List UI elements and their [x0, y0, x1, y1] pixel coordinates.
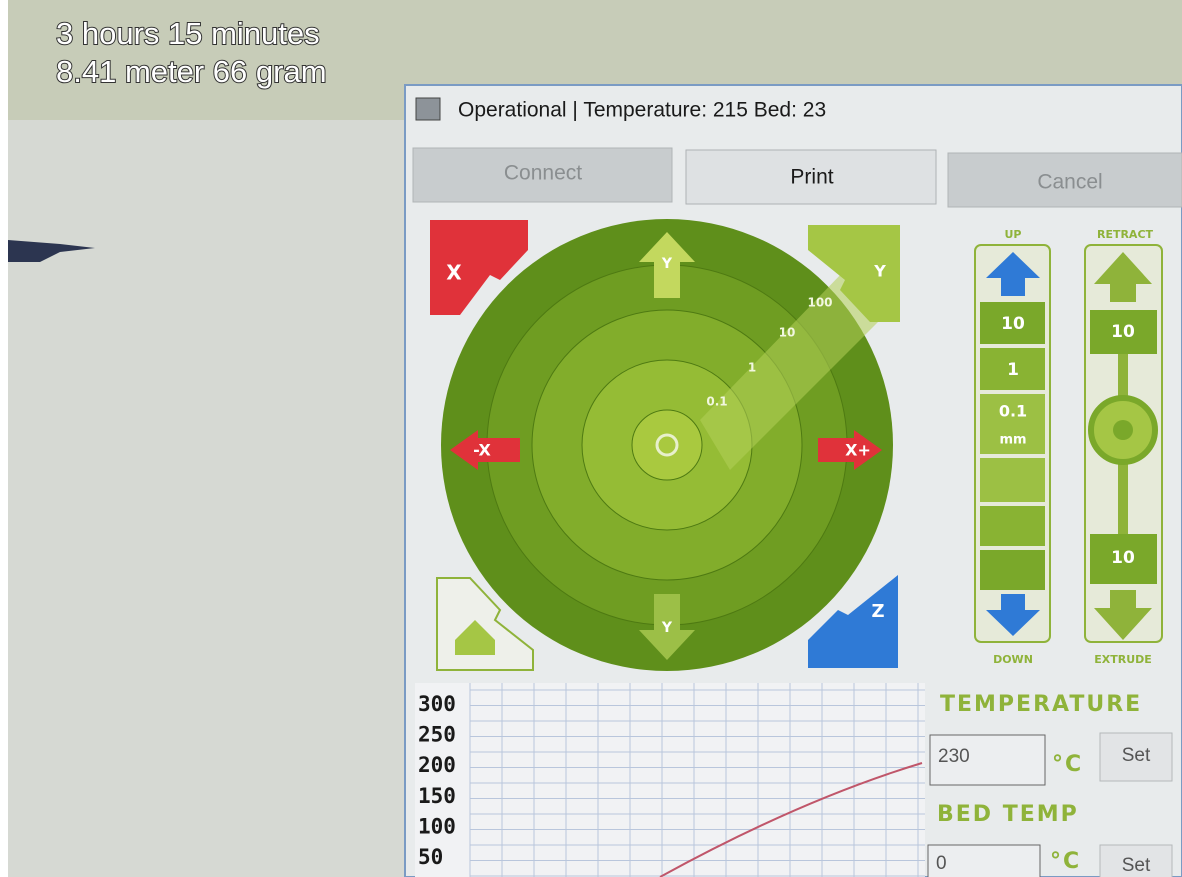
graph-y-label: 150 [418, 784, 456, 808]
graph-y-label: 200 [418, 753, 456, 777]
retract-arrow[interactable] [1094, 252, 1152, 302]
retract-caption: RETRACT [1097, 228, 1154, 241]
center-icon [655, 433, 679, 457]
home-z-button[interactable] [808, 575, 898, 668]
home-icon [455, 620, 495, 655]
arrow-x-minus[interactable] [450, 430, 520, 470]
step-label: 1 [748, 361, 756, 375]
home-y-label: Y [873, 262, 886, 281]
z-up-caption: UP [1005, 228, 1022, 241]
arrow-x-plus-label: X+ [845, 441, 871, 460]
temperature-label: TEMPERATURE [940, 692, 1142, 717]
z-up-arrow[interactable] [986, 252, 1040, 296]
arrow-y-minus-label: Y [661, 620, 673, 636]
cancel-button[interactable] [947, 152, 1182, 208]
window-icon [415, 97, 441, 121]
graph-grid [469, 683, 925, 877]
arrow-y-plus-label: Y [661, 256, 673, 272]
bed-label: BED TEMP [937, 802, 1079, 827]
z-step-label: 0.1 [999, 402, 1027, 421]
temperature-set-label[interactable]: Set [1122, 745, 1151, 766]
bed-input[interactable] [927, 844, 1041, 877]
extrude-amount-box[interactable] [1090, 534, 1157, 584]
print-label[interactable]: Print [790, 166, 833, 189]
gear-hub [1113, 420, 1133, 440]
home-x-button[interactable] [430, 220, 528, 315]
z-step-label: 1 [1007, 360, 1019, 380]
window-title: Operational | Temperature: 215 Bed: 23 [458, 99, 826, 122]
jog-center[interactable] [631, 409, 703, 481]
print-button[interactable] [685, 149, 937, 205]
z-step-down-10[interactable] [980, 550, 1045, 590]
temperature-value[interactable]: 230 [938, 746, 970, 767]
arrow-y-plus[interactable] [639, 232, 695, 298]
z-step-10[interactable] [980, 302, 1045, 344]
connect-button[interactable] [412, 147, 673, 203]
bed-set-button[interactable] [1099, 844, 1173, 877]
extrude-arrow[interactable] [1094, 590, 1152, 640]
z-unit: mm [999, 433, 1026, 448]
bed-set-label[interactable]: Set [1122, 855, 1151, 876]
step-label: 10 [779, 326, 796, 340]
extrude-amount: 10 [1111, 548, 1135, 568]
graph-y-label: 50 [418, 845, 443, 869]
step-label: 0.1 [706, 395, 727, 409]
home-z-label: Z [871, 601, 884, 622]
graph-y-label: 300 [418, 692, 456, 716]
z-down-arrow[interactable] [986, 594, 1040, 636]
z-step-1[interactable] [980, 348, 1045, 390]
z-down-caption: DOWN [993, 653, 1033, 666]
print-time: 3 hours 15 minutes [56, 16, 320, 51]
bed-value[interactable]: 0 [936, 853, 947, 874]
retract-amount: 10 [1111, 322, 1135, 342]
print-material: 8.41 meter 66 gram [56, 54, 327, 89]
bed-unit: °C [1050, 849, 1081, 874]
temperature-set-button[interactable] [1099, 732, 1173, 782]
graph-y-label: 100 [418, 814, 456, 838]
temperature-unit: °C [1052, 752, 1083, 777]
border [0, 0, 8, 877]
connect-label[interactable]: Connect [504, 162, 582, 185]
temp-curve [659, 762, 923, 877]
arrow-x-minus-label: -X [473, 441, 491, 460]
z-step-01[interactable] [980, 394, 1045, 454]
retract-amount-box[interactable] [1090, 310, 1157, 354]
step-label: 100 [807, 296, 832, 310]
temperature-input[interactable] [929, 734, 1046, 786]
step-highlight [700, 270, 880, 470]
home-y-button[interactable] [808, 225, 900, 322]
cancel-label[interactable]: Cancel [1037, 171, 1102, 194]
graph-labels: 300 250 200 150 100 50 [418, 692, 456, 869]
arrow-x-plus[interactable] [818, 430, 882, 470]
arrow-y-minus[interactable] [639, 594, 695, 660]
z-step-label: 10 [1001, 314, 1025, 334]
extrude-caption: EXTRUDE [1094, 653, 1152, 666]
graph-y-label: 250 [418, 723, 456, 747]
temp-graph [415, 683, 925, 877]
home-x-label: X [446, 261, 462, 285]
model-shadow [8, 240, 95, 262]
z-step-down-01[interactable] [980, 458, 1045, 502]
z-step-down-1[interactable] [980, 506, 1045, 546]
